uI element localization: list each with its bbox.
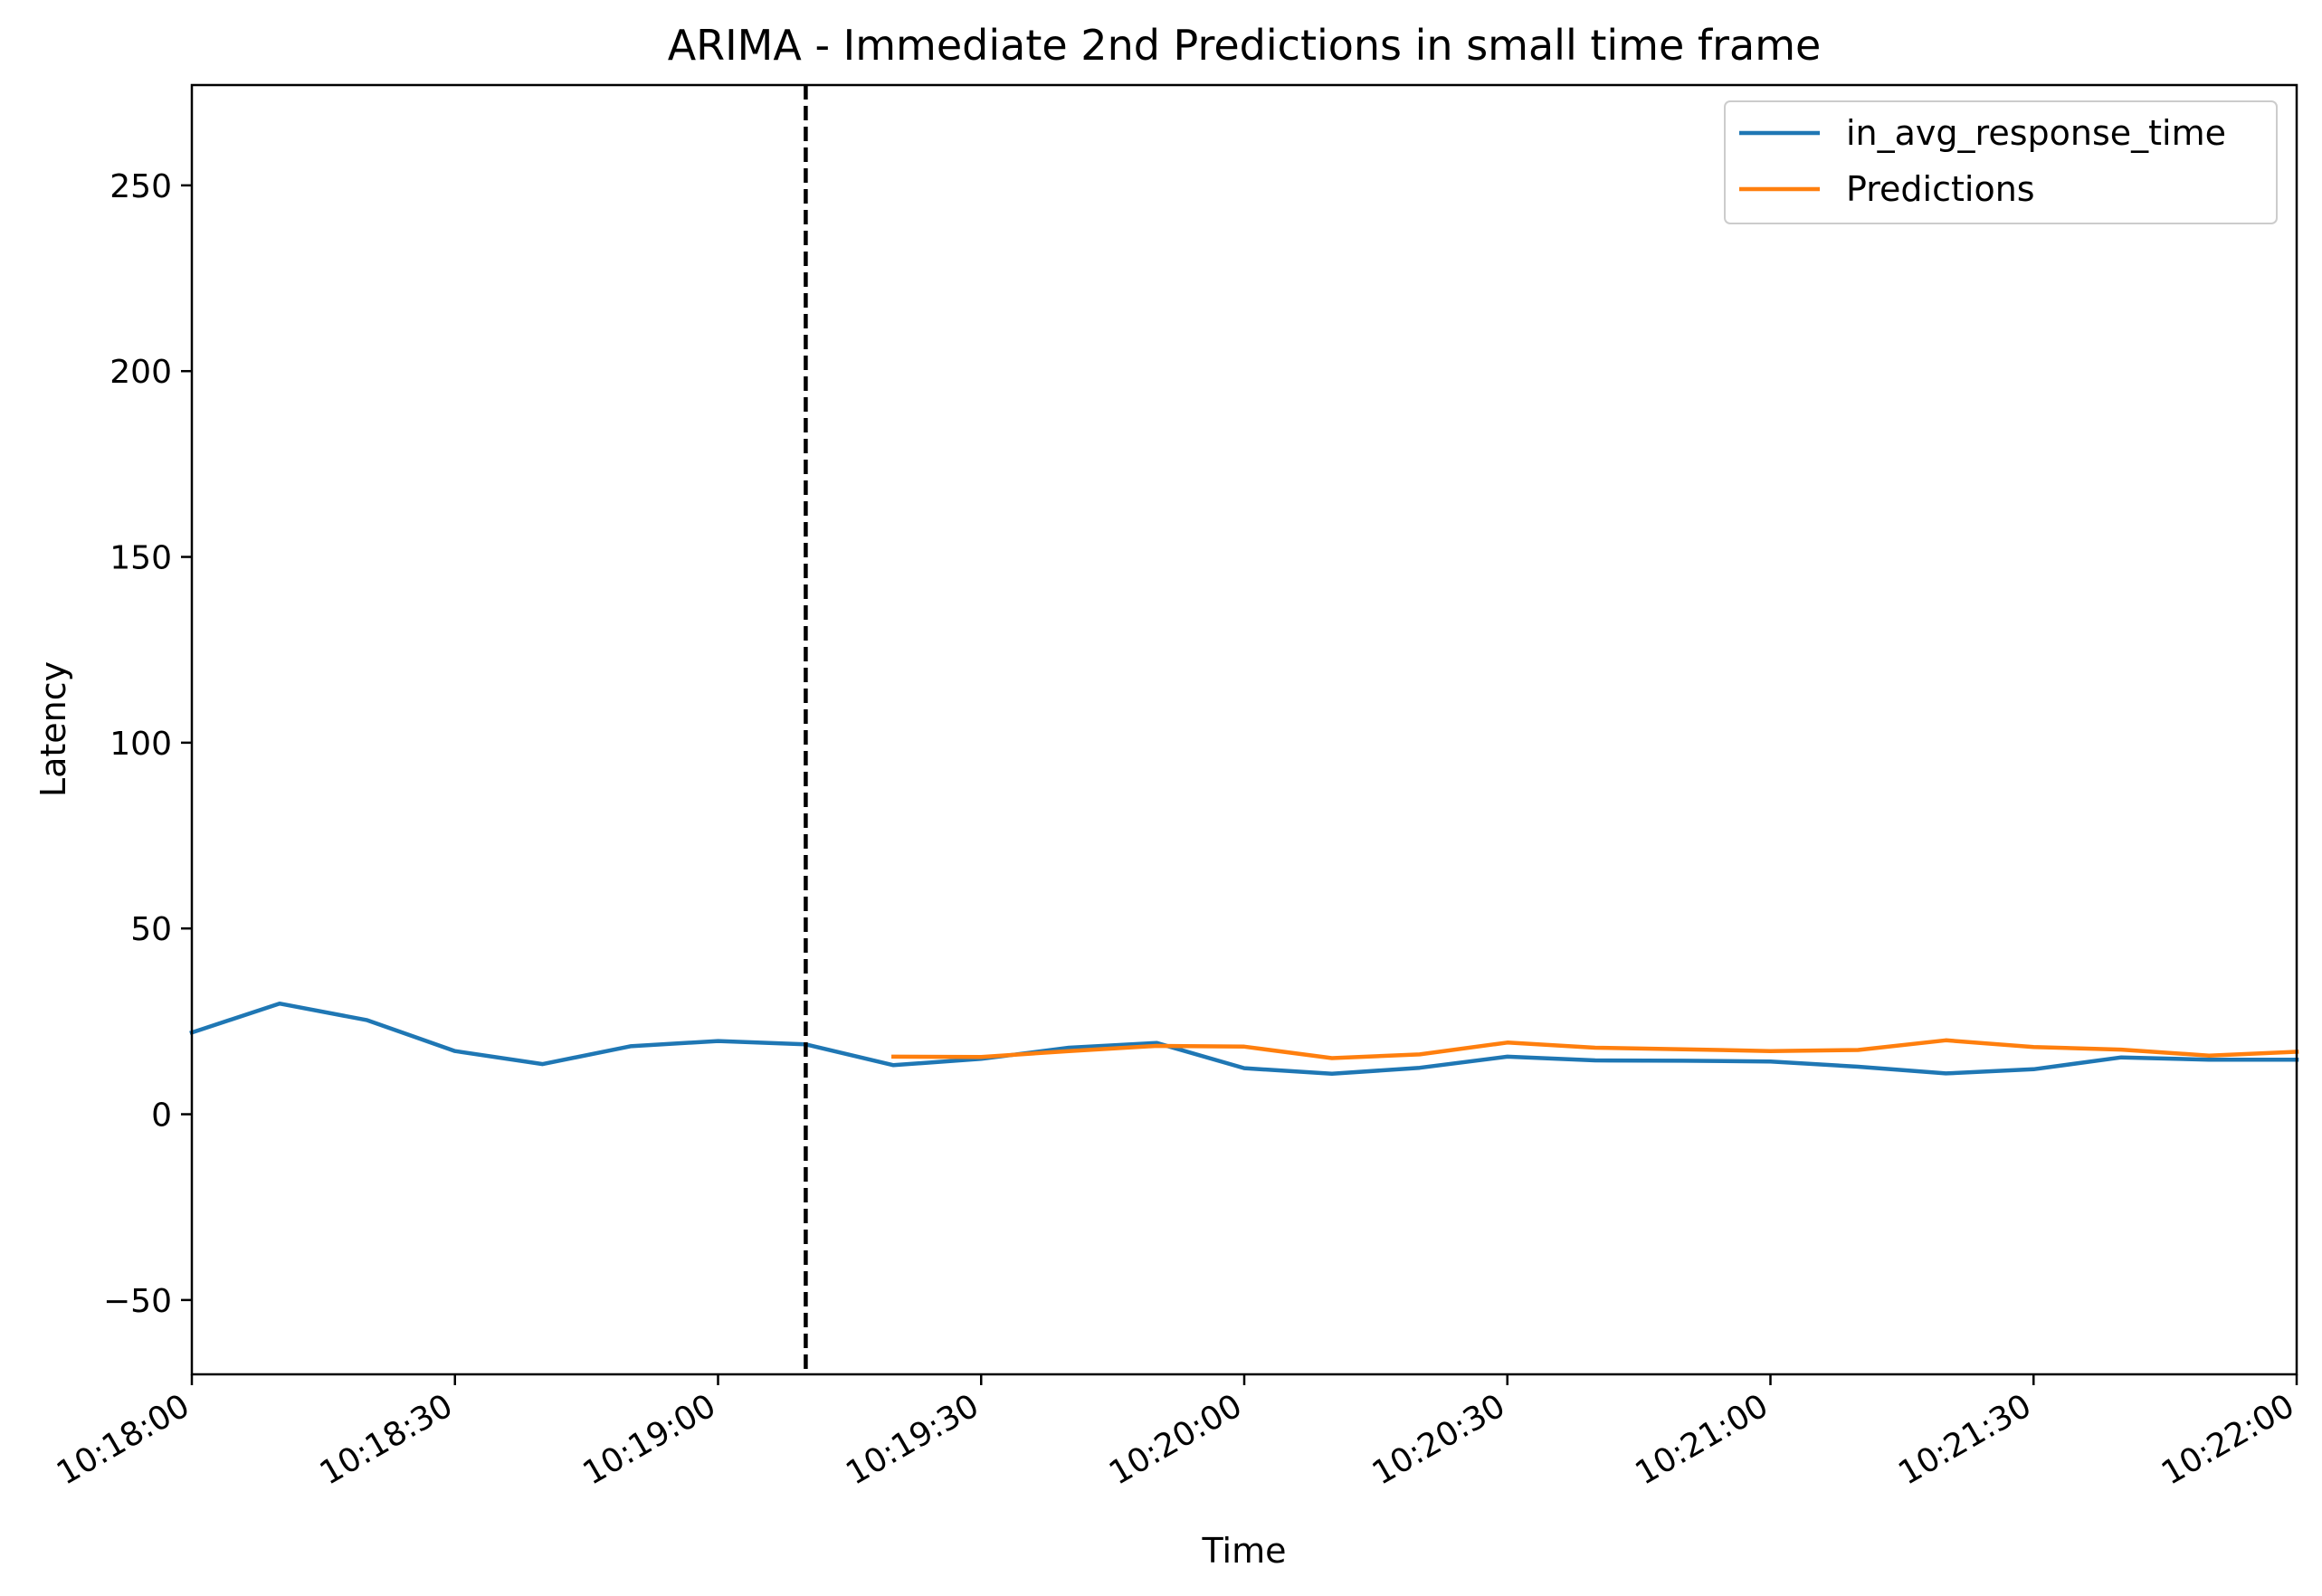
- x-tick-label: 10:21:30: [1892, 1387, 2038, 1492]
- y-tick-label: 250: [109, 168, 172, 205]
- y-tick-label: 0: [151, 1097, 172, 1135]
- y-tick-label: 200: [109, 354, 172, 391]
- plot-area: [189, 85, 2299, 1374]
- x-axis: 10:18:00 10:18:30 10:19:00 10:19:30 10:20:00…: [51, 1374, 2301, 1493]
- y-tick-label: 100: [109, 726, 172, 763]
- y-axis: −50 0 50 100 150 200 250: [103, 168, 192, 1320]
- plot-frame: [190, 83, 2298, 1376]
- x-tick-label: 10:19:30: [840, 1387, 985, 1492]
- x-axis-label: Time: [1202, 1531, 1287, 1571]
- x-tick-label: 10:19:00: [576, 1387, 722, 1492]
- y-tick-label: 50: [130, 911, 172, 948]
- x-tick-label: 10:18:00: [51, 1387, 196, 1492]
- series-line-in-avg-response-time: [189, 1001, 2299, 1077]
- x-tick-label: 10:21:00: [1629, 1387, 1775, 1492]
- x-tick-label: 10:22:00: [2155, 1387, 2301, 1492]
- legend-frame: [1724, 100, 2278, 224]
- series-line-predictions: [891, 1038, 2299, 1060]
- chart-title: ARIMA - Immediate 2nd Predictions in sma…: [668, 21, 1822, 70]
- y-tick-label: −50: [103, 1283, 172, 1320]
- y-axis-label: Latency: [33, 661, 73, 797]
- x-tick-label: 10:18:30: [314, 1387, 460, 1492]
- x-tick-label: 10:20:30: [1366, 1387, 1512, 1492]
- legend-label-in-avg-response-time: in_avg_response_time: [1846, 113, 2226, 153]
- x-tick-label: 10:20:00: [1103, 1387, 1249, 1492]
- y-tick-label: 150: [109, 540, 172, 577]
- legend: in_avg_response_time Predictions: [1724, 100, 2278, 224]
- legend-label-predictions: Predictions: [1846, 169, 2035, 209]
